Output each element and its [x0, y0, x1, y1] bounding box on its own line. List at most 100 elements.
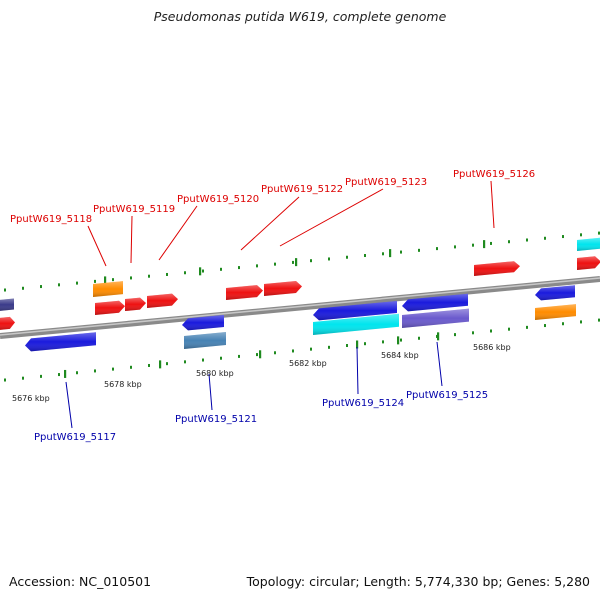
gene-red-c [147, 293, 178, 308]
gene-blue-right [535, 285, 575, 301]
guide-dot [580, 320, 582, 324]
gene-edge-cyan [577, 237, 600, 251]
guide-dot [544, 324, 546, 328]
gene-features [0, 237, 600, 352]
guide-dot [22, 376, 24, 380]
guide-dot [130, 276, 132, 280]
genome-backbone [0, 276, 600, 339]
tick-mark [259, 350, 262, 359]
guide-dot [184, 360, 186, 364]
reverse-leader-line [208, 373, 213, 411]
guide-dot [256, 353, 258, 357]
forward-gene-label: PputW619_5120 [177, 194, 259, 205]
reverse-gene-label: PputW619_5125 [406, 390, 488, 401]
guide-dot [346, 344, 348, 348]
gene-purple-5125 [402, 308, 469, 328]
guide-dot [472, 243, 474, 247]
tick-mark [437, 332, 440, 341]
reverse-gene-label: PputW619_5121 [175, 414, 257, 425]
gene-blue-5125 [402, 293, 468, 312]
guide-dot [58, 373, 60, 377]
gene-blue-5124-shade [313, 301, 397, 321]
gene-edge-red-right [577, 256, 600, 270]
guide-dot [310, 347, 312, 351]
guide-dot [112, 367, 114, 371]
gene-edge-red [0, 316, 15, 330]
guide-dot [346, 255, 348, 259]
guide-dot [220, 356, 222, 360]
tick-label: 5682 kbp [289, 359, 327, 368]
forward-leader-line [240, 196, 300, 251]
tick-label: 5678 kbp [104, 380, 142, 389]
guide-dot [328, 345, 330, 349]
guide-dot [94, 369, 96, 373]
guide-dot [526, 325, 528, 329]
forward-leader-line [87, 225, 107, 267]
tick-label: 5676 kbp [12, 394, 50, 403]
gene-blue-5117 [25, 332, 96, 352]
guide-dot [562, 322, 564, 326]
accession-text: Accession: NC_010501 [9, 574, 152, 589]
guide-dot [166, 362, 168, 366]
gene-red-c-shade [147, 293, 178, 308]
reverse-leader-line [65, 381, 73, 429]
guide-dot [382, 340, 384, 344]
guide-dot [184, 271, 186, 275]
forward-gene-label: PputW619_5122 [261, 184, 343, 195]
forward-leader-line [279, 188, 384, 247]
tick-mark [483, 240, 486, 249]
reverse-gene-label: PputW619_5117 [34, 432, 116, 443]
guide-dot [4, 378, 6, 382]
tick-mark [64, 369, 67, 378]
guide-dot [94, 279, 96, 283]
gene-orange-right-shade [535, 304, 576, 320]
gene-steel-5121-shade [184, 332, 226, 349]
gene-blue-5121 [182, 315, 224, 331]
gene-red-5120 [226, 285, 263, 300]
guide-dot [454, 333, 456, 337]
gene-red-b-shade [125, 297, 146, 311]
gene-steel-5121 [184, 332, 226, 349]
guide-dot [310, 259, 312, 263]
forward-gene-label: PputW619_5123 [345, 177, 427, 188]
guide-dot [580, 233, 582, 237]
forward-leader-line [130, 215, 133, 264]
map-title: Pseudomonas putida W619, complete genome [153, 9, 447, 24]
gene-red-b [125, 297, 146, 311]
guide-dot [598, 231, 600, 235]
tick-label: 5680 kbp [196, 369, 234, 378]
guide-dot [292, 260, 294, 264]
guide-dot [400, 338, 402, 342]
forward-leader-line [158, 205, 198, 261]
tick-label: 5686 kbp [473, 343, 511, 352]
forward-gene-label: PputW619_5126 [453, 169, 535, 180]
guide-dot [238, 266, 240, 270]
guide-dot [544, 236, 546, 240]
gene-red-a-shade [95, 300, 125, 315]
tick-mark [295, 258, 298, 267]
guide-dot [364, 254, 366, 258]
gene-red-5126-shade [474, 261, 520, 276]
gene-red-5120-shade [226, 285, 263, 300]
guide-dot [148, 363, 150, 367]
guide-dot [598, 318, 600, 322]
gene-orange-5118-shade [93, 281, 123, 297]
tick-mark [159, 360, 162, 369]
gene-cyan-5124 [313, 313, 399, 335]
reverse-leader-line [356, 346, 359, 395]
guide-dot [490, 241, 492, 245]
tick-mark [356, 340, 359, 349]
guide-dot [526, 238, 528, 242]
genome-backbone-highlight [0, 277, 600, 336]
guide-dot [76, 281, 78, 285]
tick-mark [199, 267, 202, 276]
gene-red-5122 [264, 281, 302, 296]
gene-labels: PputW619_5118PputW619_5119PputW619_5120P… [10, 169, 535, 443]
guide-dot [4, 288, 6, 292]
guide-dot [454, 245, 456, 249]
guide-dot [382, 252, 384, 256]
guide-dot [40, 374, 42, 378]
forward-leader-line [490, 180, 495, 229]
gene-red-5122-shade [264, 281, 302, 296]
